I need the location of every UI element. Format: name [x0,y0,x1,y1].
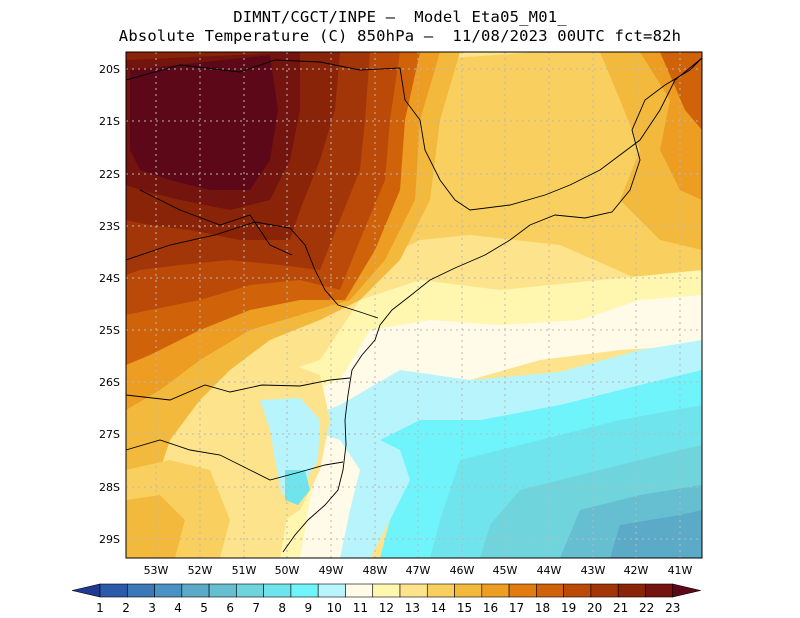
lat-tick-label: 26S [99,376,120,389]
state-border-mg-sp [126,57,702,211]
colorbar-swatch [399,583,428,598]
colorbar-label: 2 [122,601,130,615]
lon-tick-label: 51W [232,564,257,577]
colorbar-label: 1 [96,601,104,615]
national-border [139,189,293,256]
lon-tick-label: 42W [624,564,649,577]
colorbar-swatch [563,583,592,598]
colorbar-swatch [645,583,674,598]
colorbar-label: 23 [665,601,680,615]
colorbar-label: 10 [327,601,342,615]
latitude-axis: 20S 21S 22S 23S 24S 25S 26S 27S 28S 29S [99,63,120,546]
coastline-borders [126,57,702,553]
longitude-axis: 53W 52W 51W 50W 49W 48W 47W 46W 45W 44W … [144,564,693,577]
field-right-18 [660,52,702,130]
field-5 [610,510,702,558]
colorbar-label: 9 [304,601,312,615]
colorbar-label: 19 [561,601,576,615]
field-coast-11 [270,295,702,558]
lat-tick-label: 24S [99,272,120,285]
colorbar-swatch [236,583,264,598]
colorbar-swatch [372,583,401,598]
colorbar-label: 14 [431,601,446,615]
lon-tick-label: 48W [363,564,388,577]
state-border-pr-sc [126,377,351,401]
colorbar-label: 15 [457,601,472,615]
colorbar-label: 13 [405,601,420,615]
chart-title-line1: DIMNT/CGCT/INPE – Model Eta05_M01_ [233,8,567,26]
state-border-sc-rs [126,439,344,481]
colorbar-label: 5 [200,601,208,615]
lat-tick-label: 29S [99,533,120,546]
plot-frame [125,51,703,559]
colorbar-swatch [263,583,292,598]
colorbar-swatch [126,583,155,598]
lat-lon-grid [126,52,702,558]
lon-tick-label: 46W [450,564,475,577]
lon-tick-label: 50W [275,564,300,577]
lat-tick-label: 20S [99,63,120,76]
chart-title-line2: Absolute Temperature (C) 850hPa – 11/08/… [118,27,682,45]
colorbar-swatch [181,583,210,598]
coastline [282,57,702,553]
colorbar-swatch [454,583,483,598]
lon-tick-label: 52W [188,564,213,577]
lat-tick-label: 27S [99,428,120,441]
colorbar-swatch [317,583,346,598]
colorbar-swatch [481,583,510,598]
colorbar-swatch [154,583,183,598]
colorbar-swatch [617,583,646,598]
colorbar-swatch [208,583,237,598]
lon-tick-label: 45W [493,564,518,577]
colorbar-swatch [590,583,619,598]
colorbar: 1 2 3 4 5 6 7 8 9 10 11 12 13 14 15 16 17 18 19 20 21 22 23 [71,583,701,615]
lon-tick-label: 49W [319,564,344,577]
colorbar-arrow-right [672,583,701,598]
colorbar-swatch [426,583,455,598]
colorbar-label: 6 [226,601,234,615]
colorbar-arrow-left [71,583,101,598]
colorbar-label: 22 [639,601,654,615]
field-inland-8 [285,470,310,505]
lat-tick-label: 22S [99,168,120,181]
colorbar-label: 18 [535,601,550,615]
colorbar-label: 3 [148,601,156,615]
lon-tick-label: 53W [144,564,169,577]
colorbar-swatch [99,583,128,598]
colorbar-swatch [345,583,374,598]
lon-tick-label: 47W [406,564,431,577]
field-west-23 [130,55,278,190]
lat-tick-label: 25S [99,324,120,337]
temperature-field [126,52,702,558]
colorbar-label: 21 [613,601,628,615]
field-10 [300,340,702,558]
colorbar-swatch [290,583,319,598]
state-border-sp-pr [126,221,379,319]
colorbar-label: 4 [174,601,182,615]
colorbar-label: 17 [509,601,524,615]
lon-tick-label: 44W [537,564,562,577]
lat-tick-label: 21S [99,115,120,128]
colorbar-label: 8 [278,601,286,615]
lat-tick-label: 28S [99,481,120,494]
colorbar-label: 12 [379,601,394,615]
lon-tick-label: 41W [668,564,693,577]
lon-tick-label: 43W [581,564,606,577]
colorbar-swatch [508,583,537,598]
colorbar-label: 20 [587,601,602,615]
colorbar-label: 16 [483,601,498,615]
colorbar-swatch [536,583,564,598]
colorbar-label: 11 [353,601,368,615]
lat-tick-label: 23S [99,220,120,233]
colorbar-label: 7 [252,601,260,615]
